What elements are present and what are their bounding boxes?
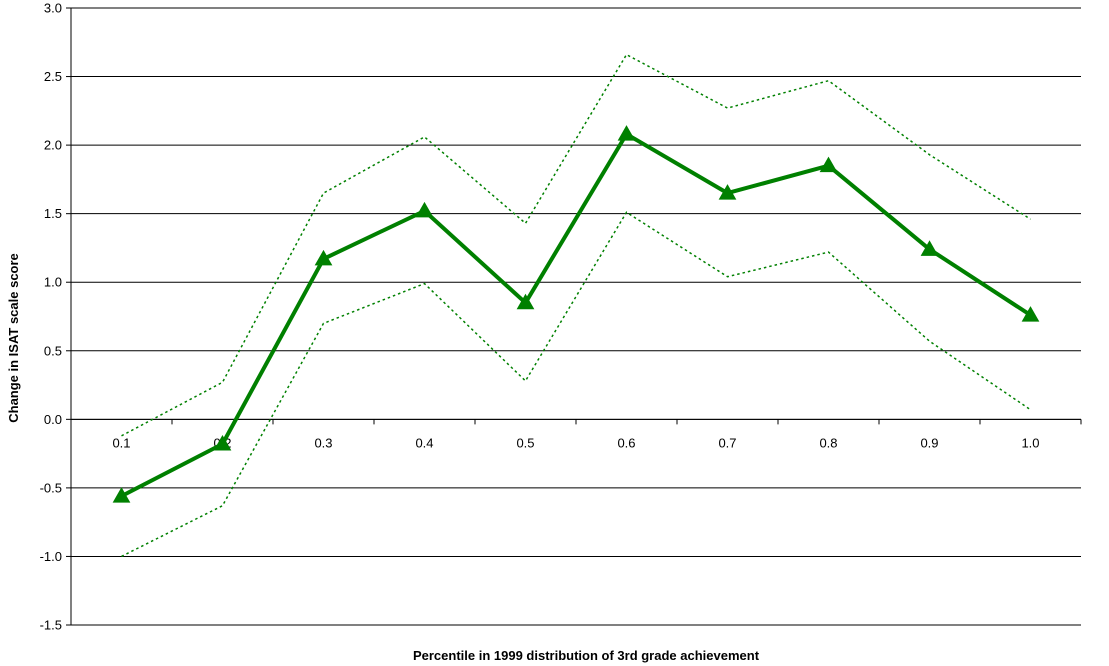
x-axis-title: Percentile in 1999 distribution of 3rd g… — [413, 648, 760, 663]
y-axis-title: Change in ISAT scale score — [6, 253, 21, 423]
y-tick-label: 1.5 — [44, 206, 62, 221]
x-tick-label: 0.4 — [415, 435, 433, 450]
x-tick-label: 0.3 — [314, 435, 332, 450]
gridlines — [71, 7, 1081, 626]
x-tick-label: 0.7 — [718, 435, 736, 450]
x-tick-label: 1.0 — [1021, 435, 1039, 450]
x-tick-label: 0.6 — [617, 435, 635, 450]
series-line — [121, 211, 1031, 558]
x-tick-label: 0.8 — [819, 435, 837, 450]
y-tick-label: 3.0 — [44, 1, 62, 16]
series-confidence-bound — [121, 53, 1031, 437]
series — [112, 53, 1040, 558]
data-point-marker — [617, 125, 636, 141]
data-point-marker — [415, 201, 434, 218]
y-tick-label: 0.0 — [44, 412, 62, 427]
y-tick-label: -0.5 — [40, 480, 62, 495]
data-point-marker — [213, 435, 232, 451]
data-point-marker — [314, 249, 333, 266]
data-point-marker — [819, 156, 838, 173]
x-tick-label: 0.1 — [112, 435, 130, 450]
x-tick-label: 0.5 — [516, 435, 534, 450]
axes — [66, 7, 1082, 626]
x-tick-labels: 0.10.20.30.40.50.60.70.80.91.0 — [112, 435, 1039, 450]
y-tick-label: -1.5 — [40, 618, 62, 633]
y-tick-label: 1.0 — [44, 275, 62, 290]
data-point-marker — [1021, 306, 1040, 322]
series-line — [121, 53, 1031, 437]
y-tick-label: 0.5 — [44, 343, 62, 358]
series-estimate — [112, 125, 1040, 503]
series-line — [120, 132, 1032, 498]
y-tick-label: -1.0 — [40, 549, 62, 564]
data-point-marker — [112, 487, 131, 503]
x-tick-label: 0.9 — [920, 435, 938, 450]
series-confidence-bound — [121, 211, 1031, 558]
y-tick-labels: -1.5 -1.0 -0.5 0.0 0.5 1.0 1.5 2.0 2.5 3.0 — [40, 1, 62, 633]
y-tick-label: 2.0 — [44, 138, 62, 153]
data-point-marker — [516, 293, 535, 310]
y-tick-label: 2.5 — [44, 69, 62, 84]
data-point-marker — [920, 240, 939, 256]
data-point-marker — [718, 184, 737, 200]
